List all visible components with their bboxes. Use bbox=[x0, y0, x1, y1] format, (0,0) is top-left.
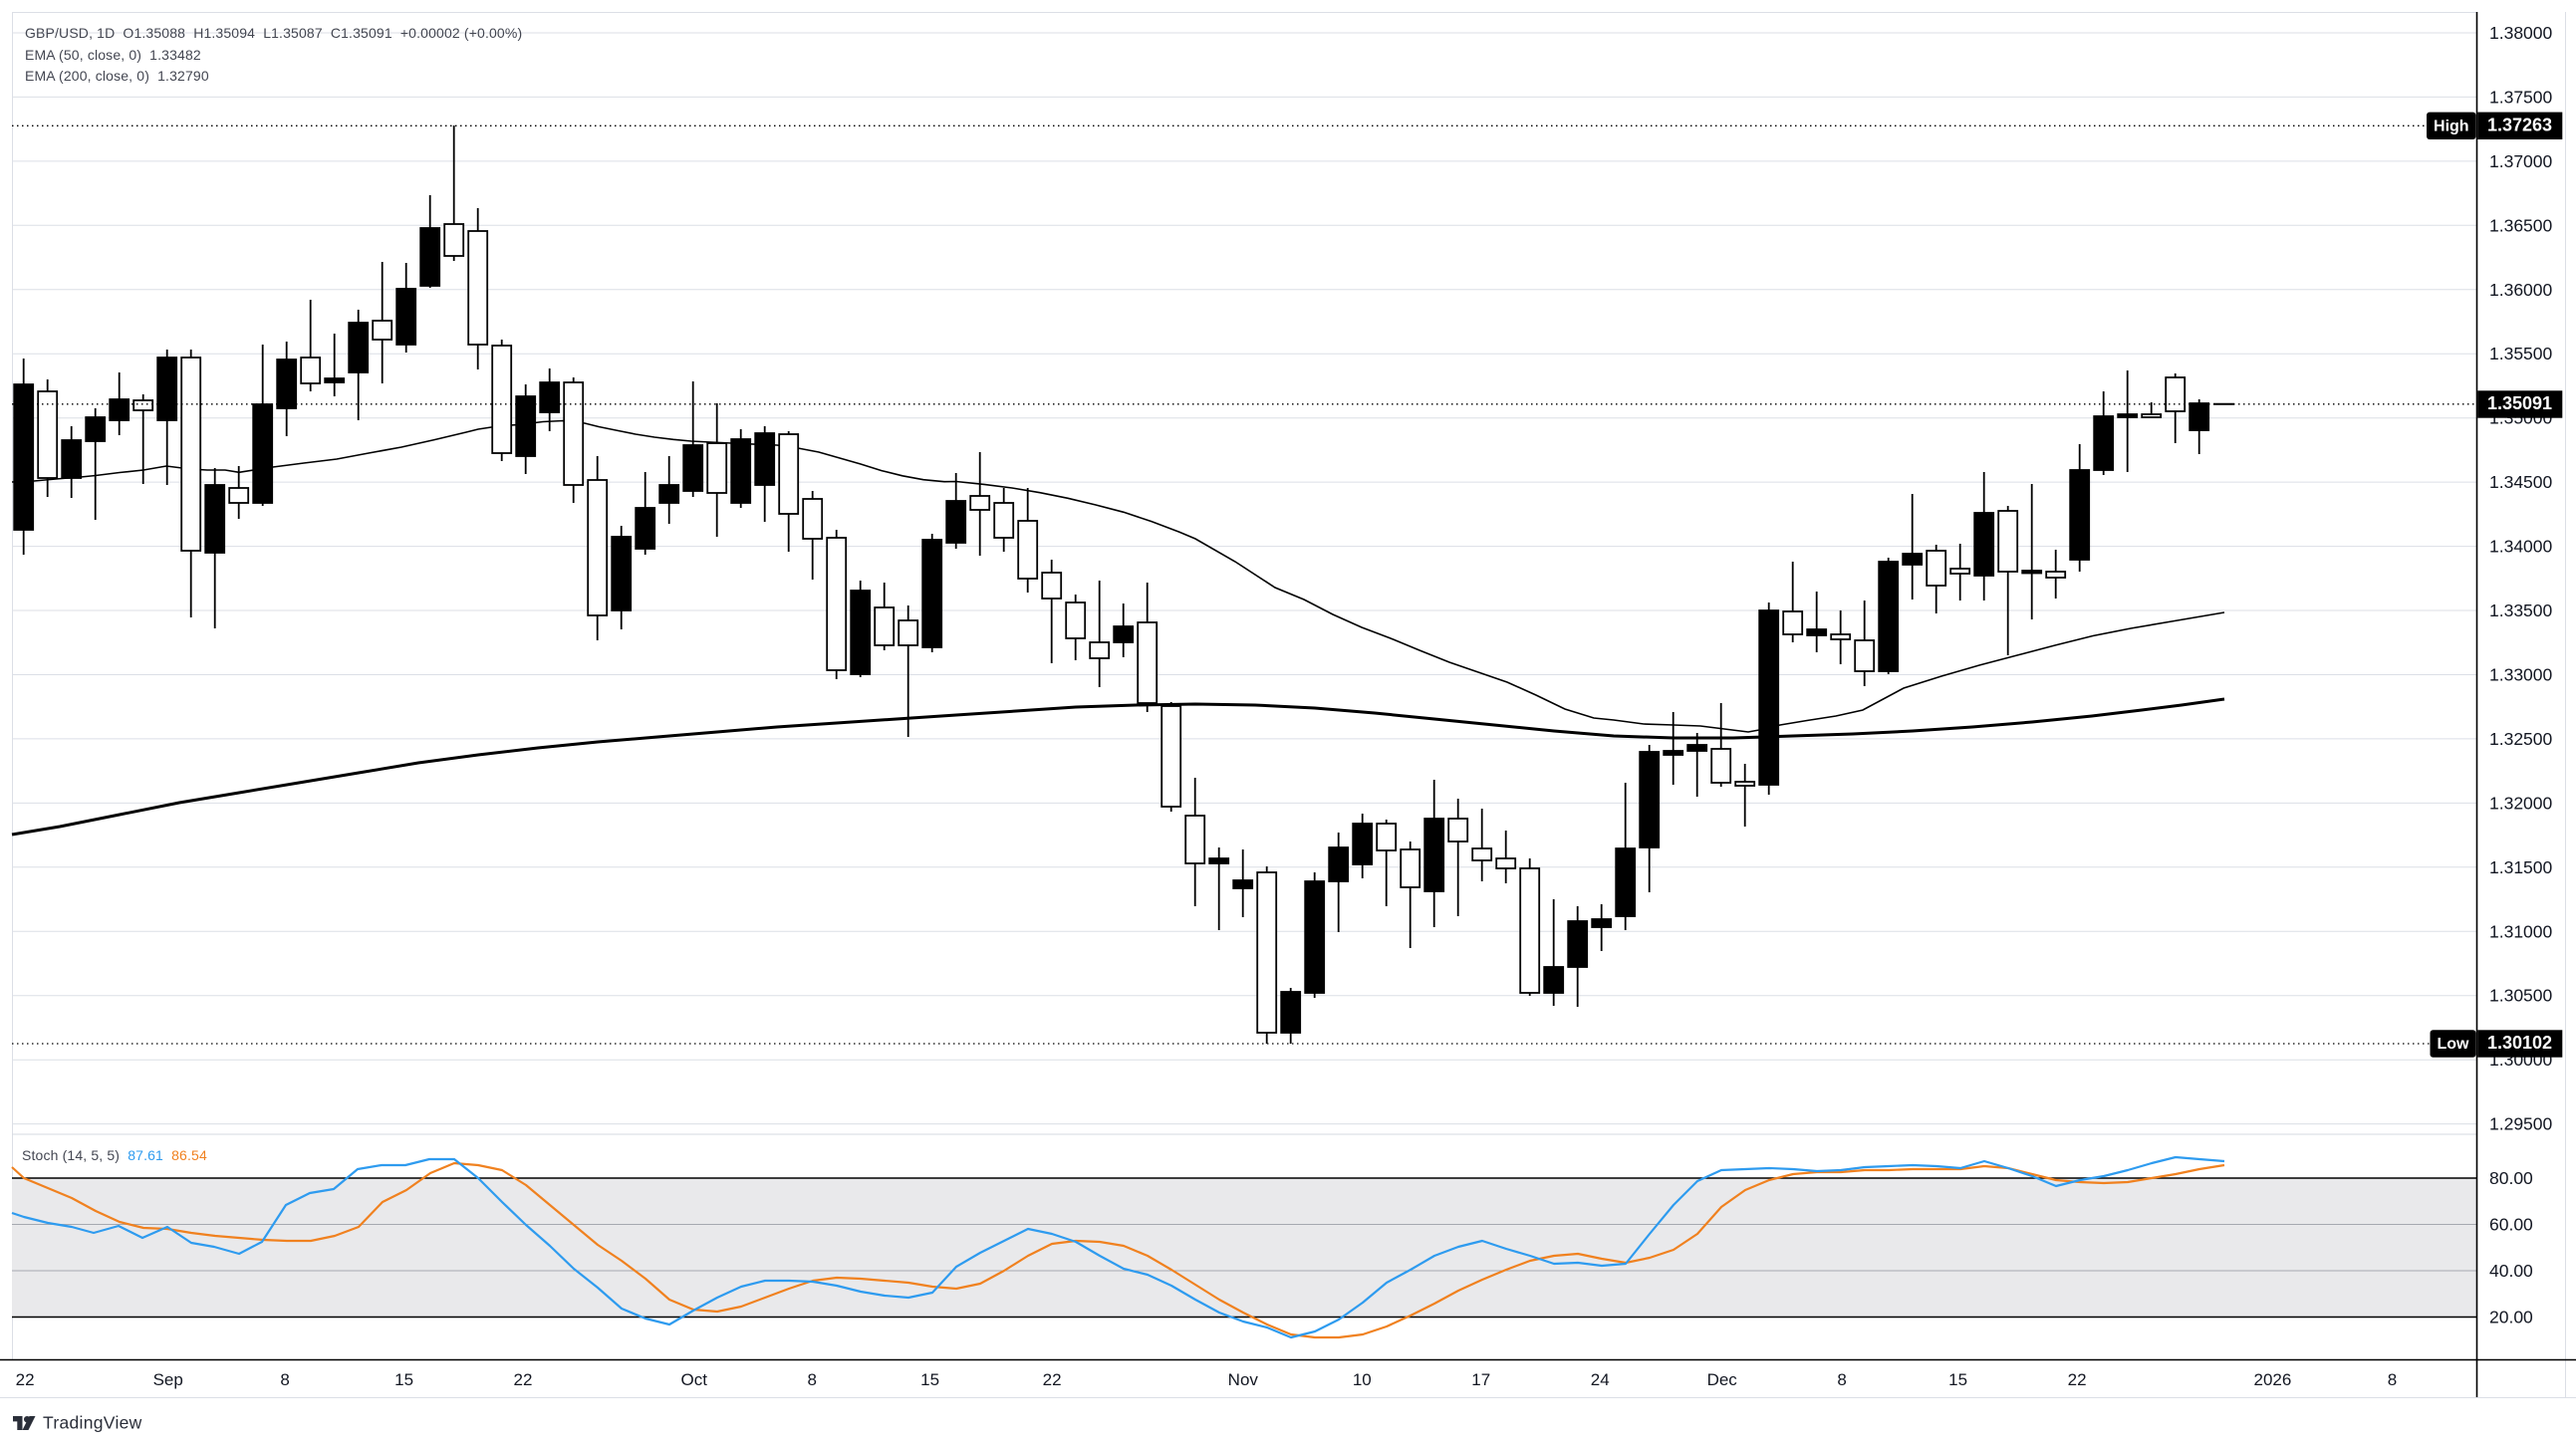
svg-text:1.30500: 1.30500 bbox=[2489, 986, 2553, 1006]
svg-text:1.36500: 1.36500 bbox=[2489, 215, 2553, 235]
svg-text:22: 22 bbox=[16, 1370, 35, 1389]
svg-text:22: 22 bbox=[514, 1370, 533, 1389]
svg-text:8: 8 bbox=[2388, 1370, 2397, 1389]
svg-text:15: 15 bbox=[394, 1370, 413, 1389]
svg-text:TradingView: TradingView bbox=[43, 1413, 142, 1433]
svg-text:10: 10 bbox=[1353, 1370, 1372, 1389]
svg-text:GBP/USD, 1D O1.35088 H1.3509: GBP/USD, 1D O1.35088 H1.35094 L1.35087 C… bbox=[25, 25, 522, 41]
svg-text:17: 17 bbox=[1471, 1370, 1490, 1389]
svg-text:15: 15 bbox=[920, 1370, 939, 1389]
svg-text:60.00: 60.00 bbox=[2489, 1215, 2533, 1235]
svg-text:1.34500: 1.34500 bbox=[2489, 472, 2553, 492]
svg-text:1.35500: 1.35500 bbox=[2489, 344, 2553, 363]
svg-text:1.31000: 1.31000 bbox=[2489, 921, 2553, 941]
svg-text:1.37263: 1.37263 bbox=[2487, 116, 2552, 135]
svg-text:40.00: 40.00 bbox=[2489, 1261, 2533, 1281]
svg-text:8: 8 bbox=[280, 1370, 289, 1389]
svg-text:22: 22 bbox=[2068, 1370, 2087, 1389]
svg-text:Nov: Nov bbox=[1228, 1370, 1259, 1389]
svg-text:1.34000: 1.34000 bbox=[2489, 537, 2553, 557]
svg-text:1.33000: 1.33000 bbox=[2489, 665, 2553, 685]
svg-text:24: 24 bbox=[1591, 1370, 1610, 1389]
svg-text:1.32000: 1.32000 bbox=[2489, 793, 2553, 813]
svg-text:1.33500: 1.33500 bbox=[2489, 601, 2553, 620]
svg-text:1.30102: 1.30102 bbox=[2487, 1033, 2552, 1053]
svg-text:2026: 2026 bbox=[2253, 1370, 2291, 1389]
svg-text:EMA (200, close, 0) 1.32790: EMA (200, close, 0) 1.32790 bbox=[25, 68, 209, 84]
svg-text:Sep: Sep bbox=[153, 1370, 183, 1389]
svg-text:High: High bbox=[2434, 119, 2469, 135]
svg-text:80.00: 80.00 bbox=[2489, 1168, 2533, 1188]
svg-text:15: 15 bbox=[1948, 1370, 1967, 1389]
svg-text:20.00: 20.00 bbox=[2489, 1308, 2533, 1327]
svg-text:8: 8 bbox=[1837, 1370, 1846, 1389]
svg-text:1.38000: 1.38000 bbox=[2489, 23, 2553, 43]
svg-text:8: 8 bbox=[807, 1370, 816, 1389]
svg-text:1.37000: 1.37000 bbox=[2489, 151, 2553, 171]
svg-text:1.32500: 1.32500 bbox=[2489, 729, 2553, 749]
svg-text:Low: Low bbox=[2438, 1036, 2470, 1053]
svg-text:1.31500: 1.31500 bbox=[2489, 857, 2553, 877]
svg-text:1.35091: 1.35091 bbox=[2487, 393, 2552, 413]
svg-text:22: 22 bbox=[1043, 1370, 1062, 1389]
svg-text:Oct: Oct bbox=[680, 1370, 707, 1389]
svg-text:1.36000: 1.36000 bbox=[2489, 280, 2553, 300]
svg-text:1.37500: 1.37500 bbox=[2489, 87, 2553, 107]
svg-text:EMA (50, close, 0) 1.33482: EMA (50, close, 0) 1.33482 bbox=[25, 47, 201, 63]
svg-text:1.29500: 1.29500 bbox=[2489, 1114, 2553, 1134]
svg-text:Stoch (14, 5, 5) 87.61 86.54: Stoch (14, 5, 5) 87.61 86.54 bbox=[22, 1147, 207, 1163]
svg-text:Dec: Dec bbox=[1707, 1370, 1738, 1389]
